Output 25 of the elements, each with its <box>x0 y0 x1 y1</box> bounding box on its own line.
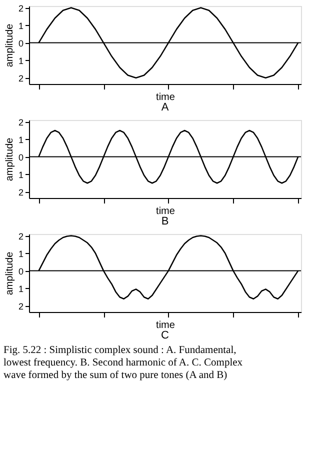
caption: Fig. 5.22 : Simplistic complex sound : A. Fundamental, lowest frequency. B. Second harmonic of A. C. Complex wave formed by the sum of two pure tones (A and B) <box>3 345 244 381</box>
y-tick-label: 2 <box>18 73 24 84</box>
y-tick-label: 0 <box>18 266 24 276</box>
y-tick-label: 1 <box>18 248 24 259</box>
y-tick-label: 0 <box>18 38 24 48</box>
y-tick-label: 0 <box>18 152 24 162</box>
x-axis-title: time <box>156 320 176 331</box>
y-axis-title: amplitude <box>4 251 16 296</box>
y-tick-label: 1 <box>18 284 24 294</box>
y-axis-title: amplitude <box>4 137 16 182</box>
y-tick-label: 1 <box>18 56 24 66</box>
y-tick-label: 1 <box>18 134 24 145</box>
y-tick-label: 2 <box>18 301 24 312</box>
text: C <box>161 330 170 342</box>
y-axis-title: amplitude <box>4 23 16 68</box>
y-tick-label: 2 <box>18 117 24 128</box>
y-tick-label: 2 <box>18 187 24 198</box>
text: B <box>161 216 169 228</box>
y-tick-label: 1 <box>18 170 24 180</box>
y-tick-label: 1 <box>18 20 24 31</box>
x-axis-title: time <box>156 92 176 103</box>
x-axis-title: time <box>156 206 176 217</box>
y-tick-label: 2 <box>18 231 24 242</box>
text: A <box>161 102 170 114</box>
y-tick-label: 2 <box>18 3 24 14</box>
